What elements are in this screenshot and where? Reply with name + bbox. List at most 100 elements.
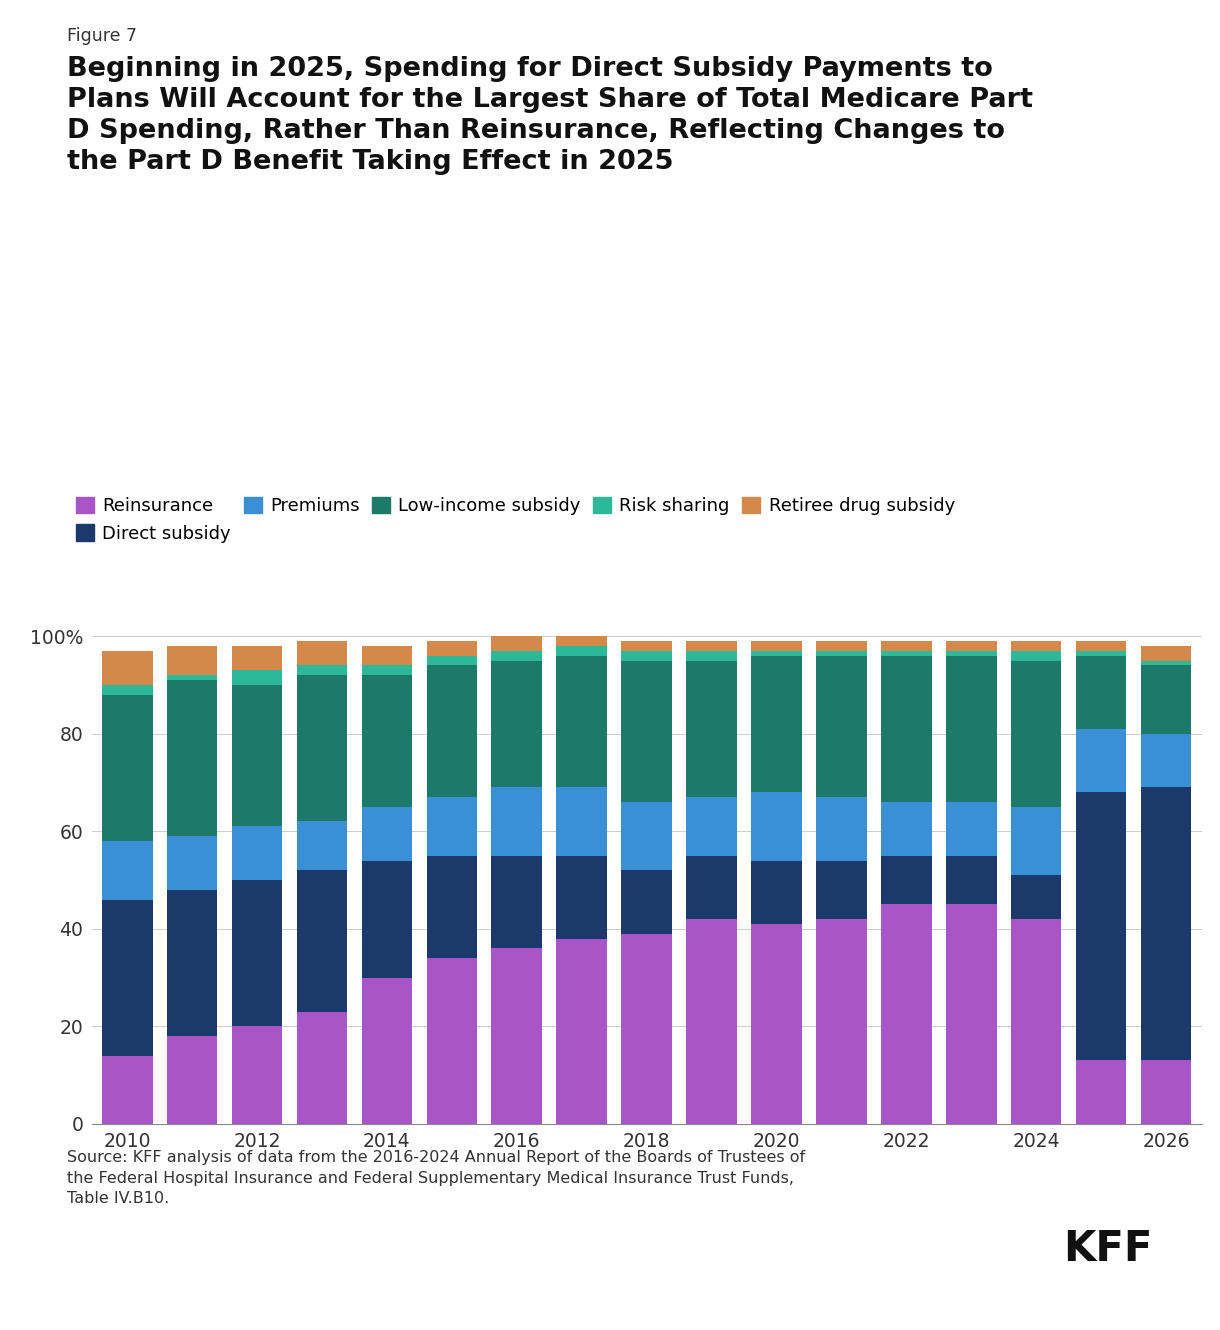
Legend: Reinsurance, Direct subsidy, Premiums, Low-income subsidy, Risk sharing, Retiree: Reinsurance, Direct subsidy, Premiums, L… — [76, 497, 955, 543]
Bar — [816, 919, 866, 1124]
Bar — [816, 650, 866, 656]
Bar — [686, 661, 737, 797]
Bar — [1076, 641, 1126, 650]
Bar — [621, 870, 672, 934]
Bar — [881, 656, 932, 802]
Bar — [752, 650, 802, 656]
Bar — [1011, 661, 1061, 807]
Bar — [232, 646, 282, 670]
Bar — [296, 665, 348, 676]
Bar — [361, 807, 412, 861]
Bar — [946, 904, 997, 1124]
Bar — [556, 656, 608, 787]
Bar — [1141, 1060, 1191, 1124]
Bar — [1011, 875, 1061, 919]
Bar — [492, 787, 542, 855]
Bar — [1141, 661, 1191, 665]
Bar — [232, 880, 282, 1027]
Bar — [752, 861, 802, 924]
Bar — [167, 646, 217, 676]
Bar — [881, 641, 932, 650]
Bar — [232, 826, 282, 880]
Bar — [427, 958, 477, 1124]
Bar — [102, 841, 152, 899]
Bar — [1011, 807, 1061, 875]
Bar — [556, 646, 608, 656]
Bar — [1076, 729, 1126, 793]
Bar — [1011, 641, 1061, 650]
Text: Beginning in 2025, Spending for Direct Subsidy Payments to
Plans Will Account fo: Beginning in 2025, Spending for Direct S… — [67, 56, 1033, 174]
Bar — [816, 641, 866, 650]
Bar — [232, 1027, 282, 1124]
Bar — [167, 680, 217, 837]
Bar — [361, 665, 412, 676]
Bar — [946, 855, 997, 904]
Bar — [296, 641, 348, 665]
Bar — [686, 641, 737, 650]
Text: KFF: KFF — [1064, 1228, 1153, 1270]
Bar — [427, 641, 477, 656]
Bar — [1076, 793, 1126, 1060]
Bar — [752, 793, 802, 861]
Bar — [881, 904, 932, 1124]
Bar — [621, 641, 672, 650]
Bar — [621, 802, 672, 870]
Bar — [946, 641, 997, 650]
Bar — [881, 855, 932, 904]
Bar — [492, 661, 542, 787]
Bar — [296, 676, 348, 822]
Bar — [167, 890, 217, 1036]
Bar — [232, 685, 282, 826]
Bar — [946, 656, 997, 802]
Bar — [1141, 787, 1191, 1060]
Bar — [232, 670, 282, 685]
Bar — [102, 1056, 152, 1124]
Bar — [361, 646, 412, 665]
Bar — [167, 1036, 217, 1124]
Bar — [752, 924, 802, 1124]
Bar — [296, 1012, 348, 1124]
Bar — [946, 802, 997, 855]
Text: Source: KFF analysis of data from the 2016-2024 Annual Report of the Boards of T: Source: KFF analysis of data from the 20… — [67, 1150, 805, 1206]
Bar — [621, 661, 672, 802]
Bar — [752, 641, 802, 650]
Bar — [296, 822, 348, 870]
Bar — [102, 694, 152, 841]
Bar — [167, 676, 217, 680]
Bar — [1141, 665, 1191, 734]
Bar — [361, 978, 412, 1124]
Bar — [1076, 656, 1126, 729]
Bar — [686, 650, 737, 661]
Bar — [1141, 734, 1191, 787]
Bar — [102, 899, 152, 1056]
Bar — [686, 855, 737, 919]
Bar — [492, 948, 542, 1124]
Bar — [427, 656, 477, 665]
Bar — [1011, 919, 1061, 1124]
Bar — [1011, 650, 1061, 661]
Bar — [816, 861, 866, 919]
Bar — [556, 787, 608, 855]
Bar — [946, 650, 997, 656]
Bar — [427, 855, 477, 958]
Bar — [492, 636, 542, 650]
Bar — [621, 934, 672, 1124]
Bar — [686, 919, 737, 1124]
Bar — [686, 797, 737, 855]
Bar — [167, 837, 217, 890]
Bar — [816, 656, 866, 797]
Bar — [1141, 646, 1191, 661]
Bar — [102, 685, 152, 694]
Bar — [361, 861, 412, 978]
Bar — [492, 855, 542, 948]
Bar — [427, 797, 477, 855]
Bar — [296, 870, 348, 1012]
Bar — [102, 650, 152, 685]
Bar — [1076, 650, 1126, 656]
Bar — [556, 855, 608, 939]
Bar — [556, 939, 608, 1124]
Bar — [881, 650, 932, 656]
Bar — [621, 650, 672, 661]
Bar — [752, 656, 802, 793]
Bar — [881, 802, 932, 855]
